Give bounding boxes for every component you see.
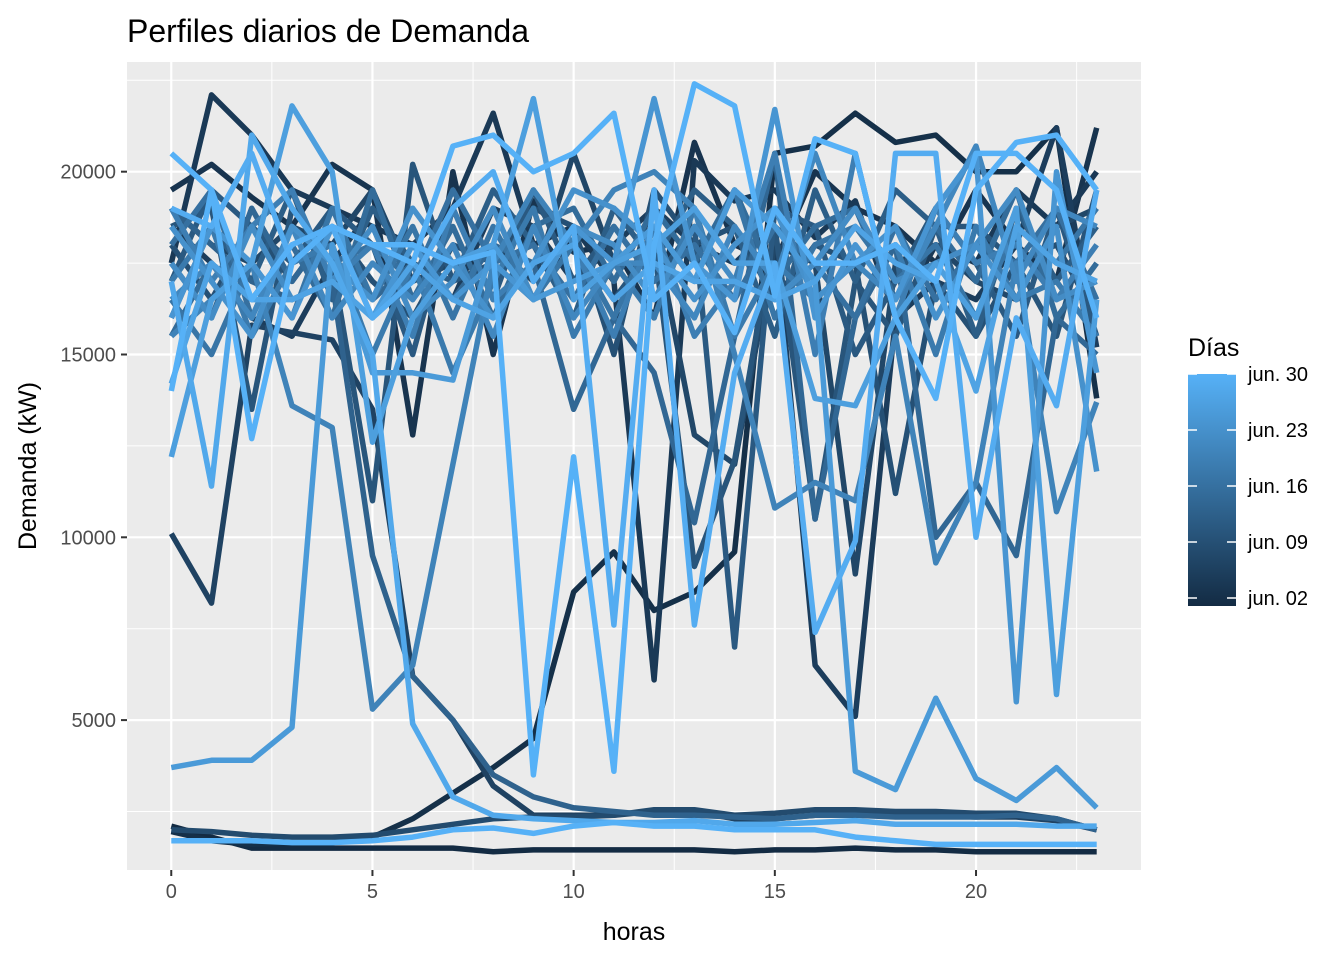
y-tick-label: 15000 — [60, 344, 116, 366]
series-lines — [168, 81, 1100, 855]
x-axis: 0 5 10 15 20 — [166, 870, 987, 903]
legend-label: jun. 09 — [1247, 532, 1308, 554]
x-tick-label: 10 — [563, 881, 585, 903]
y-tick-label: 5000 — [72, 710, 117, 732]
series-line-day-32 — [168, 110, 1100, 442]
series-line-day-25 — [170, 187, 1099, 810]
legend-label: jun. 02 — [1247, 588, 1308, 610]
y-axis: 5000 10000 15000 20000 — [60, 162, 127, 732]
series-line-day-12 — [168, 187, 1099, 339]
chart-title: Perfiles diarios de Demanda — [127, 13, 529, 49]
series-line-day-1 — [170, 823, 1097, 855]
y-tick-label: 10000 — [60, 527, 116, 549]
legend-ticks: jun. 30 jun. 23 jun. 16 jun. 09 jun. 02 — [1188, 364, 1308, 610]
series-line-day-27 — [168, 223, 1098, 394]
legend-label: jun. 16 — [1247, 476, 1308, 498]
x-tick-label: 15 — [764, 881, 786, 903]
legend: Días jun. 30 jun. 23 jun. 16 jun. 09 jun. 02 — [1188, 334, 1308, 610]
legend-colorbar — [1188, 374, 1236, 606]
x-tick-label: 20 — [965, 881, 987, 903]
legend-label: jun. 30 — [1247, 364, 1308, 386]
x-tick-label: 5 — [367, 881, 378, 903]
legend-label: jun. 23 — [1247, 420, 1308, 442]
series-line-day-31 — [171, 819, 1097, 848]
x-axis-title: horas — [603, 918, 666, 946]
y-axis-title: Demanda (kW) — [14, 382, 42, 550]
x-tick-label: 0 — [166, 881, 177, 903]
y-tick-label: 20000 — [60, 162, 116, 184]
series-line-day-26 — [168, 95, 1100, 698]
legend-title: Días — [1188, 334, 1239, 362]
